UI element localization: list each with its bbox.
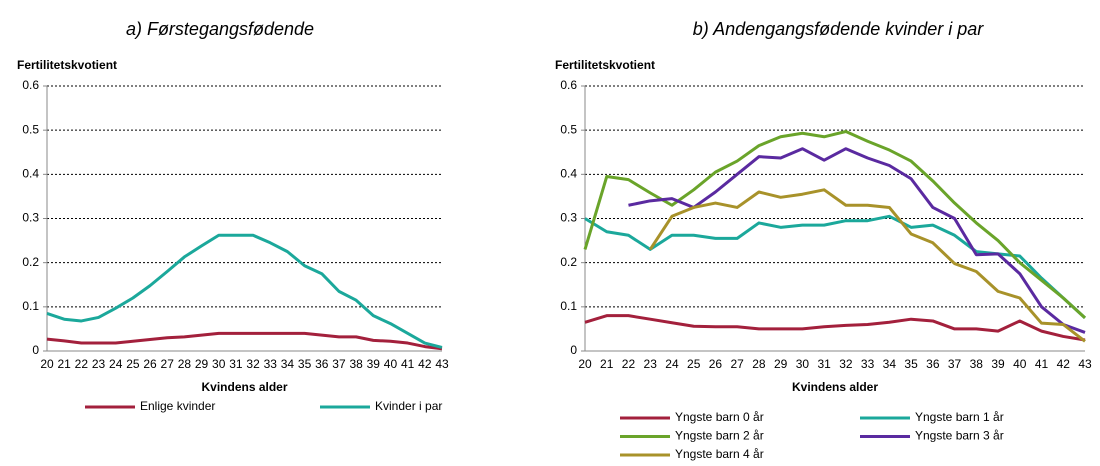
y-tick-label: 0.2: [560, 255, 577, 269]
x-tick-label: 21: [57, 357, 71, 371]
x-tick-label: 29: [774, 357, 788, 371]
x-tick-label: 34: [883, 357, 897, 371]
x-tick-label: 24: [665, 357, 679, 371]
x-tick-label: 20: [578, 357, 592, 371]
x-tick-label: 30: [212, 357, 226, 371]
y-tick-label: 0: [32, 343, 39, 357]
x-tick-label: 38: [970, 357, 984, 371]
x-tick-label: 37: [332, 357, 346, 371]
x-tick-label: 33: [264, 357, 278, 371]
x-tick-label: 39: [367, 357, 381, 371]
y-tick-label: 0: [570, 343, 577, 357]
y-tick-label: 0.3: [22, 211, 39, 225]
legend-label: Yngste barn 0 år: [675, 410, 764, 424]
y-axis-title: Fertilitetskvotient: [17, 58, 117, 72]
x-tick-label: 37: [948, 357, 962, 371]
legend-label: Yngste barn 2 år: [675, 429, 764, 443]
x-tick-label: 32: [839, 357, 853, 371]
x-tick-label: 23: [92, 357, 106, 371]
series-line: [46, 331, 443, 351]
legend-label: Kvinder i par: [375, 399, 442, 413]
legend-label: Yngste barn 3 år: [915, 429, 1004, 443]
chart-title: a) Førstegangsfødende: [126, 19, 314, 39]
legend-label: Enlige kvinder: [140, 399, 215, 413]
series-line: [46, 233, 443, 349]
x-tick-label: 35: [298, 357, 312, 371]
x-tick-label: 26: [143, 357, 157, 371]
y-tick-label: 0.4: [560, 167, 577, 181]
x-tick-label: 39: [991, 357, 1005, 371]
x-tick-label: 43: [1078, 357, 1092, 371]
x-tick-label: 29: [195, 357, 209, 371]
y-tick-label: 0.2: [22, 255, 39, 269]
y-axis-title: Fertilitetskvotient: [555, 58, 655, 72]
x-tick-label: 41: [401, 357, 415, 371]
x-tick-label: 24: [109, 357, 123, 371]
series-line: [584, 214, 1087, 319]
series-line: [583, 129, 1087, 319]
x-tick-label: 43: [435, 357, 449, 371]
x-tick-label: 23: [644, 357, 658, 371]
legend-label: Yngste barn 4 år: [675, 447, 764, 461]
x-tick-label: 36: [315, 357, 329, 371]
x-tick-label: 25: [687, 357, 701, 371]
x-tick-label: 31: [229, 357, 243, 371]
x-tick-label: 42: [1057, 357, 1071, 371]
x-tick-label: 35: [904, 357, 918, 371]
x-tick-label: 22: [622, 357, 636, 371]
x-tick-label: 20: [40, 357, 54, 371]
y-tick-label: 0.5: [560, 122, 577, 136]
y-tick-label: 0.6: [22, 78, 39, 92]
legend-label: Yngste barn 1 år: [915, 410, 1004, 424]
y-tick-label: 0.6: [560, 78, 577, 92]
x-tick-label: 42: [418, 357, 432, 371]
x-tick-label: 33: [861, 357, 875, 371]
x-tick-label: 27: [730, 357, 744, 371]
series-line: [584, 314, 1086, 342]
y-tick-label: 0.1: [22, 299, 39, 313]
x-axis-title: Kvindens alder: [201, 380, 287, 394]
x-tick-label: 31: [817, 357, 831, 371]
x-tick-label: 34: [281, 357, 295, 371]
x-tick-label: 21: [600, 357, 614, 371]
x-tick-label: 22: [75, 357, 89, 371]
y-tick-label: 0.3: [560, 211, 577, 225]
x-tick-label: 30: [796, 357, 810, 371]
x-tick-label: 41: [1035, 357, 1049, 371]
x-tick-label: 25: [126, 357, 140, 371]
x-tick-label: 27: [161, 357, 175, 371]
y-tick-label: 0.5: [22, 122, 39, 136]
x-axis-title: Kvindens alder: [792, 380, 878, 394]
y-tick-label: 0.1: [560, 299, 577, 313]
x-tick-label: 36: [926, 357, 940, 371]
x-tick-label: 32: [246, 357, 260, 371]
x-tick-label: 26: [709, 357, 723, 371]
series-line: [648, 188, 1086, 343]
x-tick-label: 40: [384, 357, 398, 371]
x-tick-label: 38: [349, 357, 363, 371]
chart-title: b) Andengangsfødende kvinder i par: [693, 19, 985, 39]
x-tick-label: 28: [178, 357, 192, 371]
y-tick-label: 0.4: [22, 167, 39, 181]
x-tick-label: 28: [752, 357, 766, 371]
series-line: [628, 147, 1086, 334]
x-tick-label: 40: [1013, 357, 1027, 371]
